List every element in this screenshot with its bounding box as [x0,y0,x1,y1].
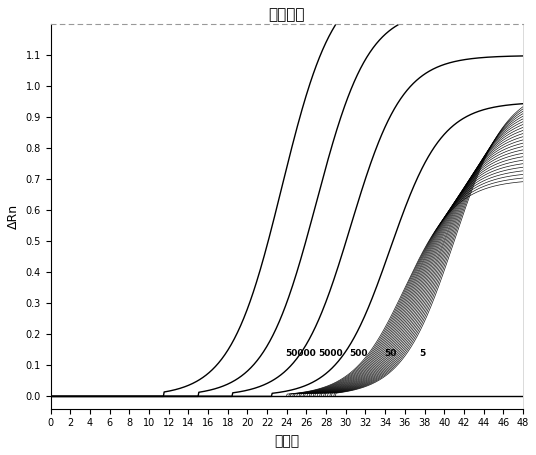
Text: 500: 500 [349,349,367,358]
Text: 50: 50 [384,349,397,358]
Text: 5: 5 [420,349,426,358]
Text: 50000: 50000 [285,349,316,358]
Y-axis label: ΔRn: ΔRn [7,204,20,229]
X-axis label: 循环数: 循环数 [274,434,299,448]
Title: 扩增曲线: 扩增曲线 [269,7,305,22]
Text: 5000: 5000 [318,349,343,358]
